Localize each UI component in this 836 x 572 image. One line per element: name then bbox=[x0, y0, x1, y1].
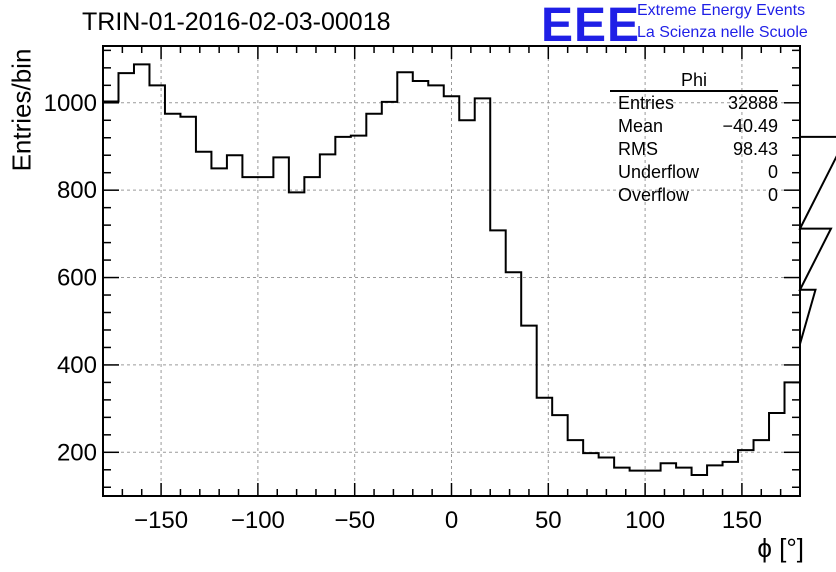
logo-line-1: Extreme Energy Events bbox=[637, 2, 806, 19]
stats-label: Underflow bbox=[618, 162, 700, 182]
stats-value: 0 bbox=[767, 185, 778, 205]
stats-row-entries: Entries 32888 bbox=[610, 92, 778, 115]
y-tick-label: 600 bbox=[57, 265, 97, 292]
stats-value: −40.49 bbox=[722, 116, 778, 136]
y-tick-label: 200 bbox=[57, 439, 97, 466]
stats-name: Phi bbox=[610, 70, 778, 92]
x-tick-label: 100 bbox=[625, 507, 665, 534]
chart-title: TRIN-01-2016-02-03-00018 bbox=[82, 8, 391, 36]
histogram-line bbox=[103, 63, 836, 477]
stats-row-overflow: Overflow 0 bbox=[610, 184, 778, 207]
x-tick-label: 0 bbox=[445, 507, 458, 534]
stats-value: 32888 bbox=[727, 93, 778, 113]
stats-row-mean: Mean −40.49 bbox=[610, 115, 778, 138]
stats-row-rms: RMS 98.43 bbox=[610, 138, 778, 161]
x-axis-label: ϕ [°] bbox=[757, 533, 804, 563]
logo-line-2: La Scienza nelle Scuole bbox=[637, 24, 808, 41]
y-tick-label: 400 bbox=[57, 352, 97, 379]
stats-label: Mean bbox=[618, 116, 664, 136]
stats-box: Phi Entries 32888 Mean −40.49 RMS 98.43 … bbox=[610, 70, 778, 207]
stats-row-underflow: Underflow 0 bbox=[610, 161, 778, 184]
stats-value: 98.43 bbox=[732, 139, 778, 159]
x-tick-label: 150 bbox=[722, 507, 762, 534]
x-tick-label: −150 bbox=[134, 507, 188, 534]
x-tick-label: −50 bbox=[334, 507, 375, 534]
eee-logo: EEE bbox=[541, 0, 641, 52]
x-tick-label: −100 bbox=[231, 507, 285, 534]
stats-value: 0 bbox=[767, 162, 778, 182]
stats-label: Entries bbox=[618, 93, 675, 113]
y-tick-label: 1000 bbox=[44, 90, 97, 117]
y-tick-label: 800 bbox=[57, 177, 97, 204]
stats-label: Overflow bbox=[618, 185, 690, 205]
stats-label: RMS bbox=[618, 139, 658, 159]
x-tick-label: 50 bbox=[535, 507, 562, 534]
